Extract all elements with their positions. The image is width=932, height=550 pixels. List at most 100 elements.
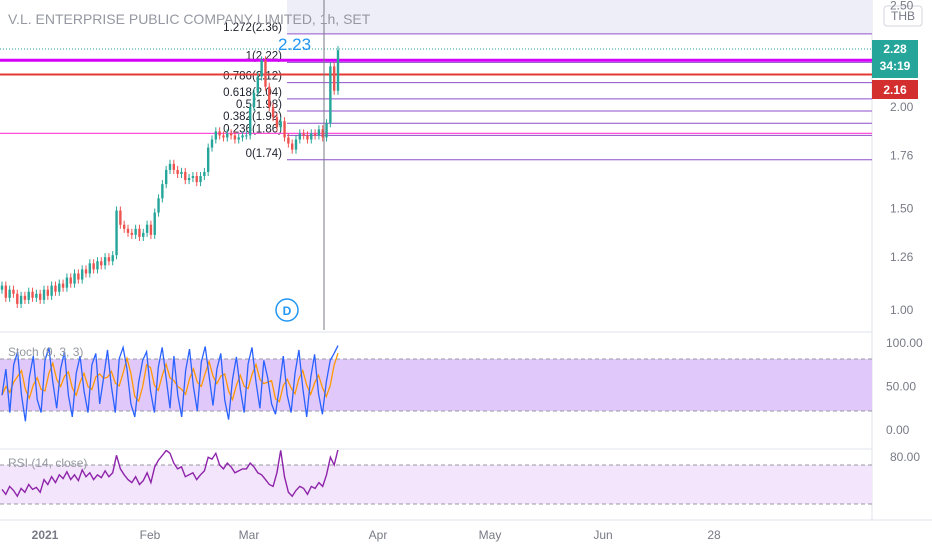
fib-level-label: 0.236(1.86) xyxy=(223,123,282,135)
dividend-marker-icon[interactable] xyxy=(275,298,299,322)
rsi-tick-label: 80.00 xyxy=(890,450,920,464)
candle-body xyxy=(77,273,80,280)
candle-body xyxy=(283,121,286,138)
stoch-tick-label: 50.00 xyxy=(886,380,916,394)
candle-body xyxy=(111,255,114,262)
candle-body xyxy=(138,228,141,237)
candle-body xyxy=(103,257,107,266)
stoch-tick-label: 0.00 xyxy=(886,423,910,437)
candle-body xyxy=(8,289,11,298)
level-value: 2.16 xyxy=(883,83,907,97)
candle-body xyxy=(16,293,19,304)
price-annotation[interactable]: 2.23 xyxy=(278,35,311,54)
candle-body xyxy=(241,135,244,138)
candle-body xyxy=(153,212,156,235)
candle-body xyxy=(4,285,8,298)
candle-body xyxy=(214,131,218,140)
candle-body xyxy=(195,176,198,183)
rsi-lines xyxy=(1,450,339,498)
stoch-tick-label: 100.00 xyxy=(886,336,923,350)
price-axis-ticks: 2.50 2.00 1.76 1.50 1.26 1.00 xyxy=(890,0,914,317)
candle-body xyxy=(84,269,88,274)
candle-body xyxy=(184,171,187,181)
fibonacci-retracement[interactable]: 1.272(2.36)1(2.22)0.786(2.12)0.618(2.04)… xyxy=(223,22,872,161)
candle-body xyxy=(69,277,72,284)
fib-level-label: 0.618(2.04) xyxy=(223,87,282,99)
candle-body xyxy=(245,135,248,137)
chart-title: V.L. ENTERPRISE PUBLIC COMPANY LIMITED, … xyxy=(8,11,371,27)
candle-body xyxy=(210,139,214,148)
candle-body xyxy=(88,263,92,274)
currency-label: THB xyxy=(891,9,915,23)
rsi-band xyxy=(0,465,872,504)
time-tick-label: May xyxy=(479,528,502,542)
candle-body xyxy=(256,76,260,93)
candle-body xyxy=(191,176,195,179)
fib-level-label: 0.382(1.92) xyxy=(223,111,282,123)
time-tick-label: 28 xyxy=(707,528,721,542)
candle-body xyxy=(50,285,53,296)
candle-body xyxy=(42,289,46,300)
candle-body xyxy=(222,135,225,138)
time-tick-label: Feb xyxy=(140,528,161,542)
candle-body xyxy=(310,133,313,140)
time-tick-label: Jun xyxy=(593,528,612,542)
price-tick-label: 2.00 xyxy=(890,100,914,114)
stoch-k-line xyxy=(1,344,339,422)
candle-body xyxy=(268,86,271,107)
candle-body xyxy=(80,269,84,280)
candle-body xyxy=(126,228,130,233)
candle-body xyxy=(115,210,118,256)
candle-body xyxy=(187,178,191,181)
stoch-d-line xyxy=(1,352,339,403)
stoch-band xyxy=(0,359,872,411)
candle-body xyxy=(218,131,221,136)
candle-body xyxy=(290,143,294,150)
candle-body xyxy=(302,133,305,136)
candle-body xyxy=(321,129,324,138)
candle-body xyxy=(46,289,50,296)
fib-extension-zone xyxy=(287,0,872,33)
fib-level-label: 0.5(1.98) xyxy=(236,99,282,111)
candle-body xyxy=(180,171,183,174)
candle-body xyxy=(92,263,95,270)
stoch-axis-ticks: 100.00 50.00 0.00 xyxy=(886,336,923,437)
time-tick-label: 2021 xyxy=(32,528,59,542)
candle-body xyxy=(279,121,282,128)
last-price-badge xyxy=(872,40,918,78)
stoch-label[interactable]: Stoch (9, 3, 3) xyxy=(8,345,83,359)
candle-body xyxy=(248,107,252,136)
candle-body xyxy=(199,176,202,183)
horizontal-lines[interactable] xyxy=(0,48,872,134)
candle-body xyxy=(226,133,229,138)
candle-body xyxy=(19,295,23,304)
rsi-line xyxy=(1,450,339,498)
candle-body xyxy=(122,224,126,229)
time-tick-label: Mar xyxy=(239,528,260,542)
candle-body xyxy=(317,129,321,136)
candle-body xyxy=(61,283,65,288)
candle-body xyxy=(149,224,153,235)
rsi-axis-ticks: 80.00 xyxy=(890,450,920,464)
fib-level-label: 0(1.74) xyxy=(246,148,283,160)
candle-body xyxy=(12,289,15,294)
candle-body xyxy=(73,273,76,284)
candle-body xyxy=(38,293,42,300)
candle-body xyxy=(206,147,210,172)
candle-body xyxy=(306,135,309,140)
candle-body xyxy=(161,184,164,199)
price-tick-label: 1.00 xyxy=(890,303,914,317)
stoch-lines xyxy=(1,344,339,422)
candle-body xyxy=(142,232,145,237)
candle-body xyxy=(96,261,99,270)
level-badge xyxy=(872,80,918,99)
candle-body xyxy=(172,163,176,170)
candle-body xyxy=(287,137,290,144)
candle-body xyxy=(130,232,134,235)
currency-button[interactable] xyxy=(883,5,923,27)
candle-body xyxy=(252,92,256,107)
candle-body xyxy=(100,261,103,266)
candle-body xyxy=(336,50,340,91)
rsi-label[interactable]: RSI (14, close) xyxy=(8,456,87,470)
